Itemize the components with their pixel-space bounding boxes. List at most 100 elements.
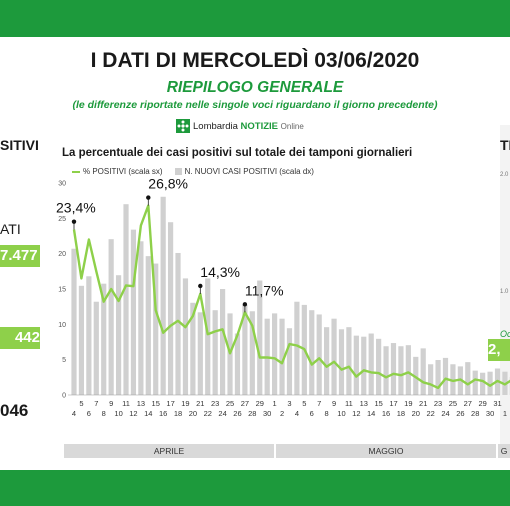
bar-new-cases (138, 241, 144, 395)
bar-new-cases (257, 280, 263, 395)
x-tick-label-odd: 5 (79, 399, 83, 408)
bar-new-cases (286, 328, 293, 395)
bar-new-cases (167, 222, 174, 395)
bar-new-cases (234, 333, 241, 395)
bar-new-cases (472, 370, 478, 395)
bar-new-cases (420, 348, 426, 395)
brand-block: Lombardia NOTIZIE Online (176, 119, 304, 133)
bar-new-cases (324, 327, 330, 395)
y-tick-label-left: 20 (58, 251, 66, 258)
annotation-label: 23,4% (56, 200, 96, 216)
right-panel: TI 2.0 1.0 Oc 2, (488, 125, 510, 455)
series-line-positive-pct (72, 204, 510, 390)
x-tick-label: 12 (352, 409, 360, 418)
bar-new-cases (465, 362, 471, 395)
bar-new-cases (294, 301, 300, 395)
brand-text: Lombardia NOTIZIE Online (193, 121, 304, 132)
x-tick-label-odd: 7 (317, 399, 321, 408)
x-tick-label-odd: 19 (181, 399, 189, 408)
x-tick-label: 30 (263, 409, 271, 418)
bar-new-cases (353, 335, 359, 395)
x-tick-label: 26 (233, 409, 241, 418)
bar-new-cases (205, 278, 211, 395)
bar-new-cases (316, 314, 322, 395)
x-tick-label-odd: 23 (434, 399, 442, 408)
bar-new-cases (145, 256, 151, 395)
left-value-3: 046 (0, 401, 29, 420)
x-tick-label: 8 (102, 409, 106, 418)
bar-new-cases (376, 338, 382, 395)
bar-new-cases (249, 311, 255, 395)
x-tick-label-odd: 1 (273, 399, 277, 408)
x-tick-label-odd: 5 (302, 399, 306, 408)
legend-bar-label: N. NUOVI CASI POSITIVI (scala dx) (184, 167, 314, 176)
x-tick-label: 10 (337, 409, 345, 418)
brand-suffix: Online (280, 121, 304, 131)
bar-new-cases (309, 310, 315, 395)
bar-new-cases (130, 229, 137, 395)
y-tick-label-left: 5 (62, 357, 66, 364)
bar-new-cases (390, 343, 397, 395)
y-tick-label-left: 15 (58, 287, 66, 294)
annotation-label: 11,7% (245, 282, 284, 298)
bar-new-cases (71, 248, 77, 395)
x-tick-label-odd: 11 (345, 399, 353, 408)
x-tick-label-odd: 23 (211, 399, 219, 408)
top-green-band (0, 0, 510, 37)
bar-new-cases (123, 204, 129, 395)
bar-new-cases (78, 285, 85, 395)
left-panel: SITIVI ATI 7.477 442 046 (0, 125, 48, 455)
brand-highlight: NOTIZIE (240, 120, 279, 132)
x-tick-label: 4 (295, 409, 299, 418)
bottom-stripe (0, 463, 510, 468)
x-tick-label-odd: 17 (389, 399, 397, 408)
annotation-dot (71, 219, 77, 224)
x-tick-label-odd: 19 (404, 399, 412, 408)
x-tick-label: 22 (204, 409, 212, 418)
bar-new-cases (115, 275, 122, 395)
x-tick-label: 8 (325, 409, 329, 418)
x-tick-label-odd: 31 (493, 399, 501, 408)
month-label-april: APRILE (64, 444, 274, 458)
x-tick-label-odd: 9 (109, 399, 113, 408)
legend-line-label: % POSITIVI (scala sx) (83, 167, 163, 176)
bar-new-cases (480, 372, 486, 395)
month-label-may: MAGGIO (276, 444, 496, 458)
bar-new-cases (272, 313, 278, 395)
x-tick-label-odd: 13 (137, 399, 145, 408)
bar-new-cases (361, 336, 367, 395)
right-axis-tick-top: 2.0 (500, 172, 509, 178)
x-tick-label: 20 (189, 409, 197, 418)
bar-new-cases (153, 263, 159, 395)
right-panel-caption: Oc (500, 329, 510, 339)
x-tick-label: 16 (382, 409, 390, 418)
bar-new-cases (242, 304, 248, 395)
legend-bar-swatch (174, 168, 182, 175)
bar-new-cases (175, 252, 181, 395)
page-subtitle: RIEPILOGO GENERALE (166, 79, 344, 96)
left-panel-label: SITIVI (0, 137, 39, 153)
right-panel-label: TI (500, 137, 510, 153)
x-tick-label-odd: 15 (152, 399, 160, 408)
x-tick-label-odd: 9 (332, 399, 336, 408)
x-tick-label: 12 (129, 409, 137, 418)
bottom-green-band (0, 470, 510, 506)
left-value-badge-2: 442 (0, 327, 40, 349)
x-tick-label-odd: 29 (256, 399, 264, 408)
bar-new-cases (442, 357, 449, 395)
annotation-dot (242, 302, 248, 307)
x-tick-label-odd: 15 (374, 399, 382, 408)
bar-new-cases (190, 302, 196, 395)
right-value-badge: 2, (488, 339, 510, 361)
bar-new-cases (212, 310, 218, 395)
x-tick-label-odd: 27 (464, 399, 472, 408)
x-tick-label-odd: 25 (226, 399, 234, 408)
bar-new-cases (338, 329, 345, 395)
chart-title: La percentuale dei casi positivi sul tot… (62, 147, 413, 159)
x-tick-label-odd: 21 (196, 399, 204, 408)
month-label-june: G (498, 444, 510, 458)
bar-new-cases (331, 318, 337, 395)
bar-new-cases (405, 345, 411, 395)
left-value-badge-1: 7.477 (0, 245, 40, 267)
